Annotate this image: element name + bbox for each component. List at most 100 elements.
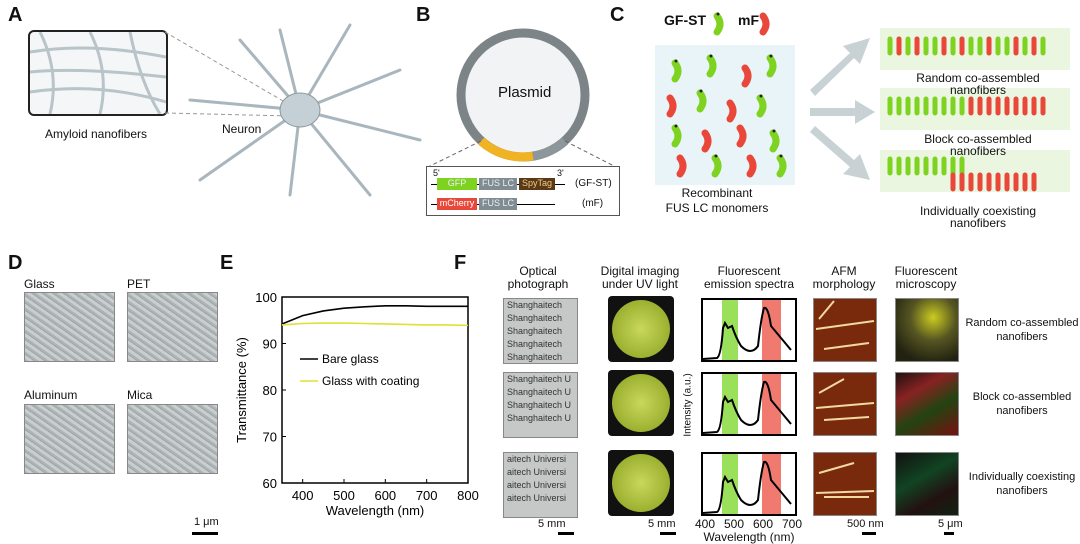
column-header: Digital imaging under UV light (601, 265, 680, 291)
uv-image (608, 450, 674, 516)
transmittance-chart: 400 500 600 700 800 60 70 80 90 100 Wavelength (nm… (234, 290, 479, 518)
series-line-1 (281, 322, 469, 327)
nanofiber-drawing (30, 32, 166, 114)
outcome-line: nanofibers (949, 83, 1007, 97)
neuron-illustration (164, 23, 422, 197)
panel-label-c: C (610, 4, 625, 26)
row-label-line: nanofibers (996, 485, 1048, 497)
outcome-block: Block co-assembled nanofibers (924, 133, 1031, 157)
optical-text-line: Shanghaitech (507, 313, 563, 323)
outcome-line: Block co-assembled (924, 132, 1032, 146)
spectra-tick-label: 400 (694, 517, 716, 531)
green-band (722, 373, 738, 435)
optical-text-line: Shanghaitech (507, 352, 563, 362)
y-tick-label: 90 (263, 337, 277, 352)
panel-label-d: D (8, 252, 23, 274)
random-fiber (887, 36, 1046, 56)
column-header: Optical photograph (508, 265, 569, 291)
series-line-0 (281, 305, 468, 325)
x-tick-label: 500 (333, 488, 355, 503)
outcome-line: nanofibers (949, 144, 1007, 158)
row-label-line: nanofibers (996, 331, 1048, 343)
fus-lc-segment: FUS LC (479, 178, 517, 190)
five-prime: 5' (433, 168, 440, 178)
green-band (722, 453, 738, 515)
three-prime: 3' (557, 168, 564, 178)
uv-image (608, 370, 674, 436)
uv-sample-disc (612, 374, 670, 432)
y-tick-label: 60 (263, 476, 277, 491)
fluorescence-image (895, 452, 959, 516)
row-label: Individually coexisting nanofibers (969, 470, 1075, 498)
optical-text-line: Shanghaitech U (507, 374, 572, 384)
optical-photograph: aitech Universi aitech Universi aitech Uni… (503, 452, 578, 518)
x-tick-label: 700 (416, 488, 438, 503)
column-header-line: AFM (831, 264, 857, 278)
red-band (762, 453, 781, 515)
emission-spectrum (701, 372, 797, 436)
column-header-line: Fluorescent (717, 264, 781, 278)
row-label-line: Random co-assembled (965, 317, 1079, 329)
afm-image-mica (127, 404, 218, 474)
afm-fibers (815, 462, 875, 498)
row-label: Random co-assembled nanofibers (965, 316, 1078, 344)
substrate-label: PET (127, 277, 151, 291)
substrate-label: Aluminum (24, 388, 78, 402)
legend-label: Glass with coating (322, 374, 419, 388)
substrate-label: Glass (24, 277, 55, 291)
plot-frame (701, 372, 797, 436)
optical-text-line: aitech Universi (507, 467, 567, 477)
scale-afm-label: 500 nm (847, 518, 884, 530)
green-band (722, 299, 738, 361)
scale-optical-label: 5 mm (538, 518, 566, 530)
monomers-caption-2: FUS LC monomers (665, 201, 769, 215)
individual-fibers (887, 156, 1037, 192)
legend-gfst: GF-ST (664, 12, 706, 28)
scale-bar (192, 532, 218, 535)
emission-spectrum (701, 298, 797, 362)
afm-image (813, 298, 877, 362)
spectra-ylabel: Intensity (a.u.) (682, 373, 694, 437)
x-tick-label: 600 (374, 488, 396, 503)
scale-bar (558, 532, 574, 535)
spectra-tick-label: 500 (723, 517, 745, 531)
optical-text-line: Shanghaitech (507, 326, 563, 336)
column-header: Fluorescent emission spectra (704, 265, 794, 291)
outcome-random: Random co-assembled nanofibers (916, 72, 1039, 96)
afm-image-glass (24, 292, 115, 362)
neuron-label: Neuron (222, 122, 262, 136)
scale-bar-label: 1 μm (194, 516, 219, 528)
spectrum-curve (702, 380, 792, 434)
row-label-line: Block co-assembled (972, 391, 1072, 403)
column-header-line: microscopy (895, 277, 957, 291)
afm-image (813, 372, 877, 436)
column-header-line: under UV light (601, 277, 679, 291)
outcome-line: Individually coexisting (919, 204, 1037, 218)
optical-text-line: Shanghaitech U (507, 413, 572, 423)
plasmid-diagram (427, 28, 617, 168)
fus-lc-segment: FUS LC (479, 198, 517, 210)
optical-photograph: Shanghaitech U Shanghaitech U Shanghaitech… (503, 372, 578, 438)
mf-name: (mF) (582, 198, 604, 209)
column-header-line: Digital imaging (600, 264, 680, 278)
optical-text-line: Shanghaitech (507, 339, 563, 349)
legend-mf: mF (738, 12, 759, 28)
plasmid-label: Plasmid (498, 84, 552, 101)
plot-frame (701, 298, 797, 362)
column-header-line: emission spectra (703, 277, 795, 291)
spectra-tick-label: 600 (752, 517, 774, 531)
row-label: Block co-assembled nanofibers (973, 390, 1071, 418)
inset-caption: Amyloid nanofibers (44, 127, 148, 141)
scale-bar (660, 532, 676, 535)
spytag-segment: SpyTag (519, 178, 555, 190)
red-band (762, 299, 781, 361)
y-tick-label: 100 (255, 290, 277, 305)
optical-text-line: aitech Universi (507, 493, 567, 503)
scale-bar (944, 532, 954, 535)
optical-text-line: Shanghaitech (507, 300, 563, 310)
outcome-line: nanofibers (949, 216, 1007, 230)
block-fiber (887, 96, 1046, 116)
scale-uv-label: 5 mm (648, 518, 676, 530)
nanofiber-schematics (887, 36, 1046, 192)
outcome-individual: Individually coexisting nanofibers (920, 205, 1036, 229)
